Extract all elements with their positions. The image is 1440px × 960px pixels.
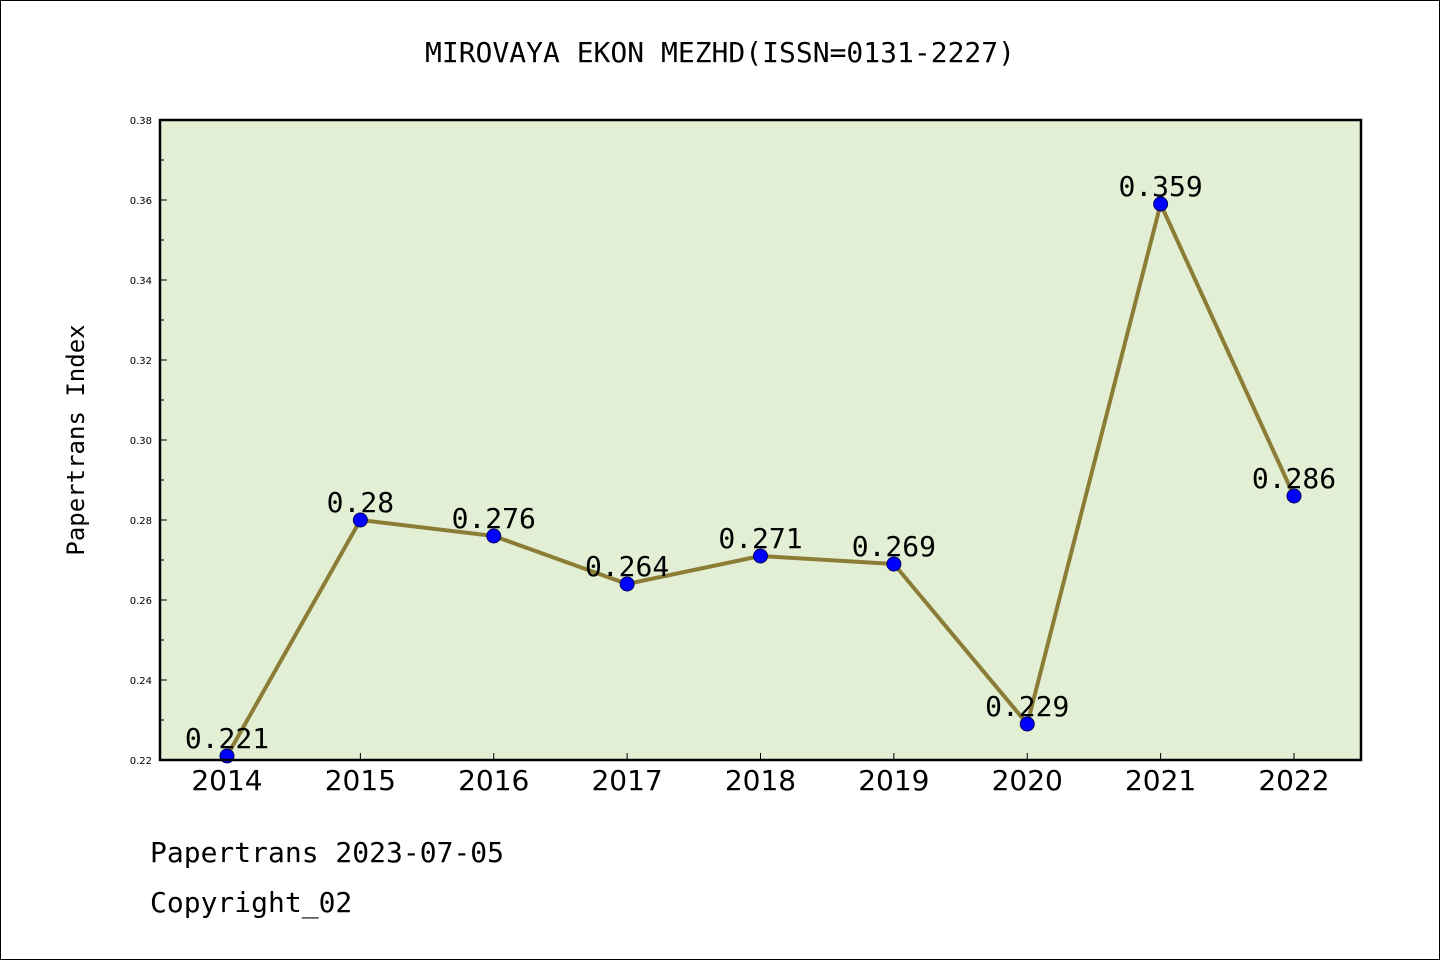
y-tick-label: 0.32: [130, 356, 152, 367]
y-tick-label: 0.26: [130, 596, 152, 607]
x-tick-label: 2022: [1258, 764, 1329, 797]
y-axis-title: Papertrans Index: [62, 324, 90, 555]
data-label: 0.221: [185, 722, 269, 755]
x-tick-label: 2014: [191, 764, 262, 797]
y-tick-label: 0.38: [130, 116, 152, 127]
data-label: 0.229: [985, 690, 1069, 723]
y-tick-label: 0.22: [130, 756, 152, 767]
data-label: 0.28: [327, 486, 394, 519]
footer-copyright: Copyright_02: [150, 886, 353, 919]
data-label: 0.276: [452, 502, 536, 535]
footer-source: Papertrans 2023-07-05: [150, 836, 505, 869]
x-tick-label: 2019: [858, 764, 929, 797]
data-point: [1153, 196, 1169, 212]
y-tick-label: 0.36: [130, 196, 152, 207]
x-tick-label: 2020: [992, 764, 1063, 797]
plot-area: [160, 120, 1361, 760]
data-label: 0.286: [1252, 462, 1336, 495]
data-point: [352, 512, 368, 528]
data-point: [753, 548, 768, 564]
data-point: [486, 528, 502, 544]
x-tick-label: 2016: [458, 764, 529, 797]
data-point: [1286, 488, 1302, 504]
data-label: 0.271: [718, 522, 802, 555]
plot-border: [158, 118, 1363, 762]
y-tick-label: 0.24: [130, 676, 152, 687]
data-label: 0.269: [852, 530, 936, 563]
y-tick-label: 0.28: [130, 516, 152, 527]
x-tick-label: 2021: [1125, 764, 1196, 797]
data-point: [1019, 716, 1035, 732]
data-point: [619, 576, 635, 592]
data-label: 0.264: [585, 550, 669, 583]
y-tick-label: 0.34: [130, 276, 152, 287]
x-tick-label: 2015: [325, 764, 396, 797]
x-tick-label: 2017: [591, 764, 662, 797]
y-tick-label: 0.30: [130, 436, 152, 447]
data-point: [886, 556, 902, 572]
chart-title: MIROVAYA EKON MEZHD(ISSN=0131-2227): [424, 36, 1015, 69]
data-label: 0.359: [1118, 170, 1202, 203]
x-tick-label: 2018: [725, 764, 796, 797]
